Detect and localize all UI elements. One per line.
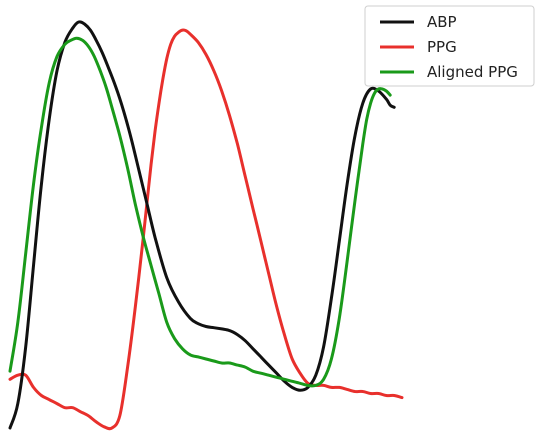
legend-label-abp: ABP (427, 13, 457, 31)
series-line-aligned-ppg (8, 36, 392, 388)
series-line-abp (8, 20, 396, 430)
legend-frame (364, 5, 535, 87)
legend: ABP PPG Aligned PPG (364, 5, 535, 87)
legend-label-ppg: PPG (427, 38, 457, 56)
plot-area (8, 20, 404, 431)
series-line-ppg (8, 28, 404, 431)
legend-label-aligned-ppg: Aligned PPG (427, 63, 518, 81)
